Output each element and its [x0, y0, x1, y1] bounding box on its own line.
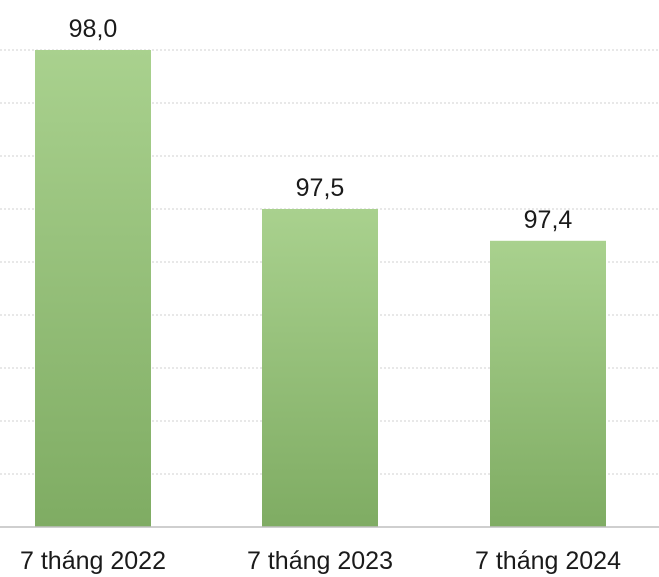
data-label: 97,5 [296, 174, 345, 202]
value-labels: 98,0 97,5 97,4 [69, 15, 573, 234]
bars [35, 50, 606, 528]
x-tick-label: 7 tháng 2022 [20, 547, 166, 575]
bar [262, 209, 378, 527]
bar [35, 50, 151, 527]
data-label: 97,4 [524, 206, 573, 234]
x-tick-label: 7 tháng 2024 [475, 547, 621, 575]
x-axis: 7 tháng 2022 7 tháng 2023 7 tháng 2024 [0, 526, 659, 575]
x-tick-label: 7 tháng 2023 [247, 547, 393, 575]
data-label: 98,0 [69, 15, 118, 43]
bar [490, 240, 606, 528]
